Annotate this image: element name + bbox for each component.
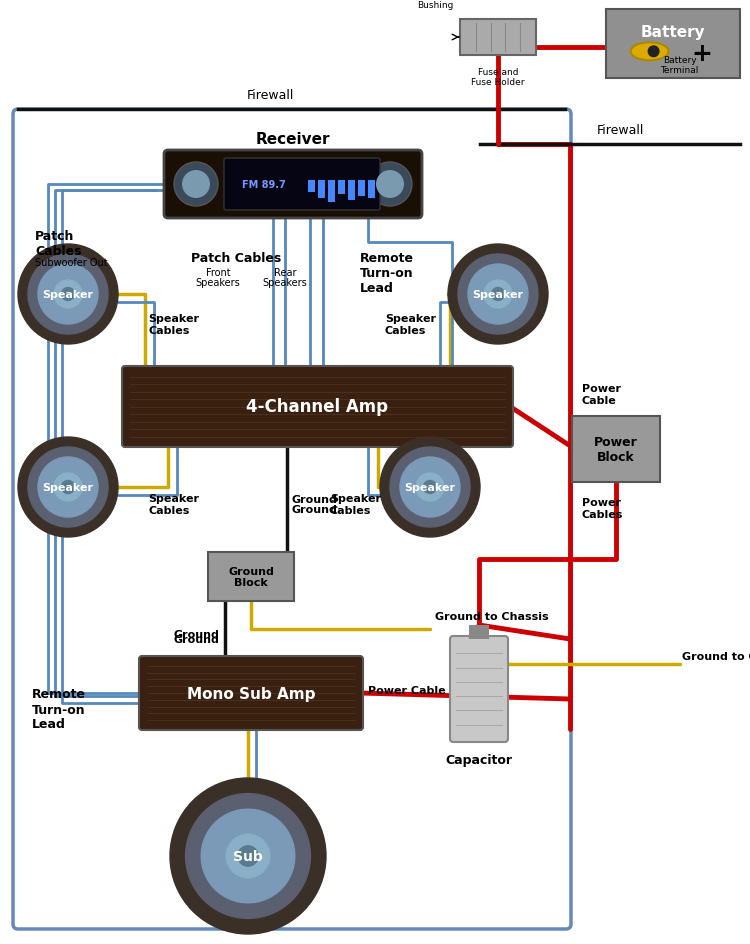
Text: Speaker: Speaker bbox=[43, 482, 94, 493]
Bar bbox=[368, 181, 375, 199]
Text: Remote
Turn-on
Lead: Remote Turn-on Lead bbox=[360, 252, 414, 295]
Circle shape bbox=[18, 244, 118, 345]
Circle shape bbox=[368, 162, 412, 207]
Circle shape bbox=[28, 447, 108, 528]
Circle shape bbox=[62, 481, 74, 494]
FancyBboxPatch shape bbox=[139, 656, 363, 731]
Text: Power
Cable: Power Cable bbox=[582, 384, 621, 405]
Text: Ground: Ground bbox=[174, 630, 220, 639]
Text: Speaker
Cables: Speaker Cables bbox=[385, 313, 436, 335]
Text: Speaker
Cables: Speaker Cables bbox=[148, 494, 199, 515]
Bar bbox=[308, 181, 315, 193]
Circle shape bbox=[416, 474, 444, 501]
Text: Battery
Terminal: Battery Terminal bbox=[660, 56, 699, 75]
Bar bbox=[318, 181, 325, 198]
Circle shape bbox=[226, 834, 270, 878]
Text: Speaker: Speaker bbox=[43, 290, 94, 299]
Circle shape bbox=[458, 255, 538, 334]
Text: Ground
Block: Ground Block bbox=[228, 566, 274, 588]
Circle shape bbox=[174, 162, 218, 207]
Circle shape bbox=[424, 481, 436, 494]
Text: Fuse and
Fuse Holder: Fuse and Fuse Holder bbox=[471, 68, 525, 87]
Bar bbox=[469, 625, 490, 639]
Text: Speaker
Cables: Speaker Cables bbox=[330, 494, 381, 515]
Bar bbox=[338, 181, 345, 195]
Text: Ground to Chassis: Ground to Chassis bbox=[682, 651, 750, 662]
Circle shape bbox=[376, 171, 404, 199]
Text: Battery: Battery bbox=[640, 25, 705, 40]
Text: Rear: Rear bbox=[274, 268, 296, 278]
Circle shape bbox=[484, 280, 512, 309]
Text: Subwoofer Out: Subwoofer Out bbox=[35, 258, 108, 268]
Text: Firewall: Firewall bbox=[596, 124, 644, 137]
Circle shape bbox=[182, 171, 210, 199]
Text: Speaker: Speaker bbox=[404, 482, 455, 493]
Text: +: + bbox=[692, 42, 712, 66]
FancyBboxPatch shape bbox=[224, 159, 380, 211]
Text: Ground: Ground bbox=[292, 504, 338, 514]
Circle shape bbox=[468, 264, 528, 325]
FancyBboxPatch shape bbox=[460, 20, 536, 56]
FancyBboxPatch shape bbox=[606, 10, 740, 79]
Circle shape bbox=[390, 447, 470, 528]
Bar bbox=[358, 181, 365, 196]
Text: Speakers: Speakers bbox=[196, 278, 240, 288]
Bar bbox=[348, 181, 355, 200]
Circle shape bbox=[38, 264, 98, 325]
Bar bbox=[328, 181, 335, 203]
FancyBboxPatch shape bbox=[208, 552, 294, 601]
FancyBboxPatch shape bbox=[164, 151, 422, 219]
Circle shape bbox=[448, 244, 548, 345]
Text: Power Cable: Power Cable bbox=[368, 685, 446, 695]
Text: Firewall: Firewall bbox=[246, 89, 294, 102]
Text: Power
Cables: Power Cables bbox=[582, 497, 623, 519]
Text: Ground: Ground bbox=[174, 634, 220, 645]
Text: Speaker: Speaker bbox=[472, 290, 524, 299]
Circle shape bbox=[28, 255, 108, 334]
Text: Sub: Sub bbox=[233, 849, 262, 863]
Text: Receiver: Receiver bbox=[256, 132, 330, 147]
Circle shape bbox=[201, 809, 295, 902]
Circle shape bbox=[400, 458, 460, 517]
Text: FM 89.7: FM 89.7 bbox=[242, 179, 286, 190]
Circle shape bbox=[54, 474, 82, 501]
Text: Firewall
Bushing: Firewall Bushing bbox=[418, 0, 454, 10]
FancyBboxPatch shape bbox=[122, 366, 513, 447]
Circle shape bbox=[18, 437, 118, 537]
Text: Patch Cables: Patch Cables bbox=[190, 252, 281, 264]
Circle shape bbox=[38, 458, 98, 517]
Text: 4-Channel Amp: 4-Channel Amp bbox=[247, 398, 388, 416]
Text: Capacitor: Capacitor bbox=[446, 753, 512, 767]
Text: Power
Block: Power Block bbox=[594, 435, 638, 464]
Text: Ground to Chassis: Ground to Chassis bbox=[435, 612, 548, 621]
Circle shape bbox=[170, 778, 326, 934]
Circle shape bbox=[647, 46, 659, 59]
Circle shape bbox=[238, 846, 258, 867]
Text: Front: Front bbox=[206, 268, 230, 278]
Text: Patch
Cables: Patch Cables bbox=[35, 229, 82, 258]
Text: Ground: Ground bbox=[292, 495, 338, 504]
Text: Speaker
Cables: Speaker Cables bbox=[148, 313, 199, 335]
Circle shape bbox=[491, 288, 505, 301]
Circle shape bbox=[62, 288, 74, 301]
Text: Mono Sub Amp: Mono Sub Amp bbox=[187, 685, 315, 700]
Circle shape bbox=[380, 437, 480, 537]
Text: Remote
Turn-on
Lead: Remote Turn-on Lead bbox=[32, 688, 86, 731]
FancyBboxPatch shape bbox=[450, 636, 508, 742]
Ellipse shape bbox=[631, 43, 668, 61]
FancyBboxPatch shape bbox=[572, 416, 660, 482]
Circle shape bbox=[185, 794, 310, 919]
Circle shape bbox=[54, 280, 82, 309]
Text: Speakers: Speakers bbox=[262, 278, 308, 288]
